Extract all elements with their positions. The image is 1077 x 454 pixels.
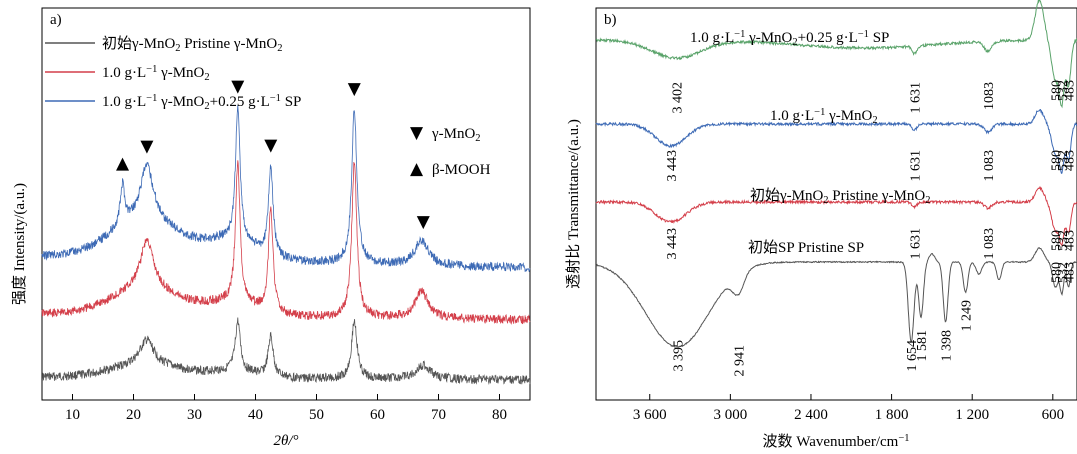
band-label-b: 483 — [1063, 80, 1077, 101]
series-label-b: 1.0 g·L−1 γ-MnO2 — [770, 107, 878, 126]
series-line-a-0 — [41, 317, 531, 385]
band-label-b: 1083 — [982, 82, 997, 110]
peak-marker-a: ▲ — [116, 154, 130, 174]
x-tick-label-a: 40 — [248, 407, 263, 423]
band-label-b: 3 395 — [671, 340, 686, 372]
legend-label-a: 初始γ-MnO2 Pristine γ-MnO2 — [102, 35, 282, 54]
y-axis-label-a: 强度 Intensity/(a.u.) — [11, 183, 28, 305]
series-line-b-3 — [595, 247, 1077, 349]
band-label-b: 483 — [1063, 262, 1077, 283]
band-label-b: 3 443 — [665, 150, 680, 182]
band-label-b: 580 — [1050, 80, 1065, 101]
x-tick-label-a: 60 — [370, 407, 385, 423]
series-line-b-1 — [595, 109, 1077, 175]
x-tick-label-a: 30 — [187, 407, 202, 423]
peak-marker-a: ▼ — [417, 212, 431, 232]
marker-legend-symbol-a: ▲ — [410, 159, 424, 179]
marker-legend-label-a: β-MOOH — [432, 162, 491, 178]
panel-b: b) 3 600 3 000 2 400 1 800 1 200 600 波数 Wavenum… — [565, 0, 1077, 450]
legend-label-a: 1.0 g·L−1 γ-MnO2+0.25 g·L−1 SP — [102, 93, 301, 112]
panel-a-label: a) — [50, 12, 62, 28]
x-tick-label-a: 20 — [126, 407, 141, 423]
band-label-b: 1 398 — [940, 330, 955, 362]
peak-marker-a: ▼ — [140, 136, 154, 156]
plot-area-b — [595, 7, 1077, 401]
series-label-b: 初始SP Pristine SP — [748, 239, 864, 256]
x-tick-label-a: 70 — [431, 407, 446, 423]
plot-area-a — [41, 7, 531, 401]
x-tick-label-b: 3 600 — [633, 407, 667, 423]
band-label-b: 580 — [1050, 150, 1065, 171]
legend-label-a: 1.0 g·L−1 γ-MnO2 — [102, 64, 210, 83]
x-tick-label-b: 3 000 — [713, 407, 747, 423]
band-label-b: 532 — [1056, 150, 1071, 171]
band-label-b: 580 — [1050, 230, 1065, 251]
band-label-b: 3 402 — [670, 82, 685, 114]
series-label-b: 1.0 g·L−1 γ-MnO2+0.25 g·L−1 SP — [690, 29, 889, 48]
marker-legend-symbol-a: ▼ — [410, 123, 424, 143]
band-label-b: 1 083 — [982, 228, 997, 260]
band-label-b: 3 443 — [665, 228, 680, 260]
band-label-b: 580 — [1050, 262, 1065, 283]
x-tick-label-b: 1 800 — [875, 407, 909, 423]
x-tick-label-b: 1 200 — [955, 407, 989, 423]
series-line-a-1 — [41, 160, 531, 325]
series-label-b: 初始γ-MnO2 Pristine γ-MnO2 — [750, 187, 930, 206]
x-tick-label-b: 2 400 — [794, 407, 828, 423]
band-label-b: 1 654 — [905, 340, 920, 372]
x-axis-label-b: 波数 Wavenumber/cm−1 — [762, 433, 909, 450]
band-label-b: 1 631 — [908, 82, 923, 114]
panel-a: a) 10 20 30 40 50 60 70 80 2θ/° 强度 Intensity/(a.u.… — [11, 7, 531, 449]
x-tick-label-a: 10 — [65, 407, 80, 423]
x-tick-label-a: 50 — [309, 407, 324, 423]
band-label-b: 1 083 — [982, 150, 997, 182]
y-axis-label-b: 透射比 Transmittance/(a.u.) — [565, 119, 582, 289]
x-tick-label-b: 600 — [1042, 407, 1065, 423]
band-label-b: 1 581 — [915, 330, 930, 362]
band-label-b: 532 — [1056, 80, 1071, 101]
peak-marker-a: ▼ — [264, 135, 278, 155]
band-label-b: 1 249 — [960, 300, 975, 332]
series-line-b-0 — [595, 0, 1077, 109]
band-label-b: 1 631 — [908, 228, 923, 260]
x-tick-label-a: 80 — [492, 407, 507, 423]
series-line-a-2 — [41, 104, 531, 273]
band-label-b: 532 — [1056, 230, 1071, 251]
series-line-b-2 — [595, 185, 1077, 247]
band-label-b: 1 631 — [908, 150, 923, 182]
x-axis-label-a: 2θ/° — [273, 433, 298, 449]
band-label-b: 483 — [1063, 230, 1077, 251]
peak-marker-a: ▼ — [231, 76, 245, 96]
band-label-b: 2 941 — [732, 345, 747, 377]
marker-legend-label-a: γ-MnO2 — [431, 126, 481, 144]
panel-b-label: b) — [604, 12, 617, 28]
peak-marker-a: ▼ — [348, 79, 362, 99]
band-label-b: 483 — [1063, 150, 1077, 171]
band-label-b: 532 — [1056, 262, 1071, 283]
